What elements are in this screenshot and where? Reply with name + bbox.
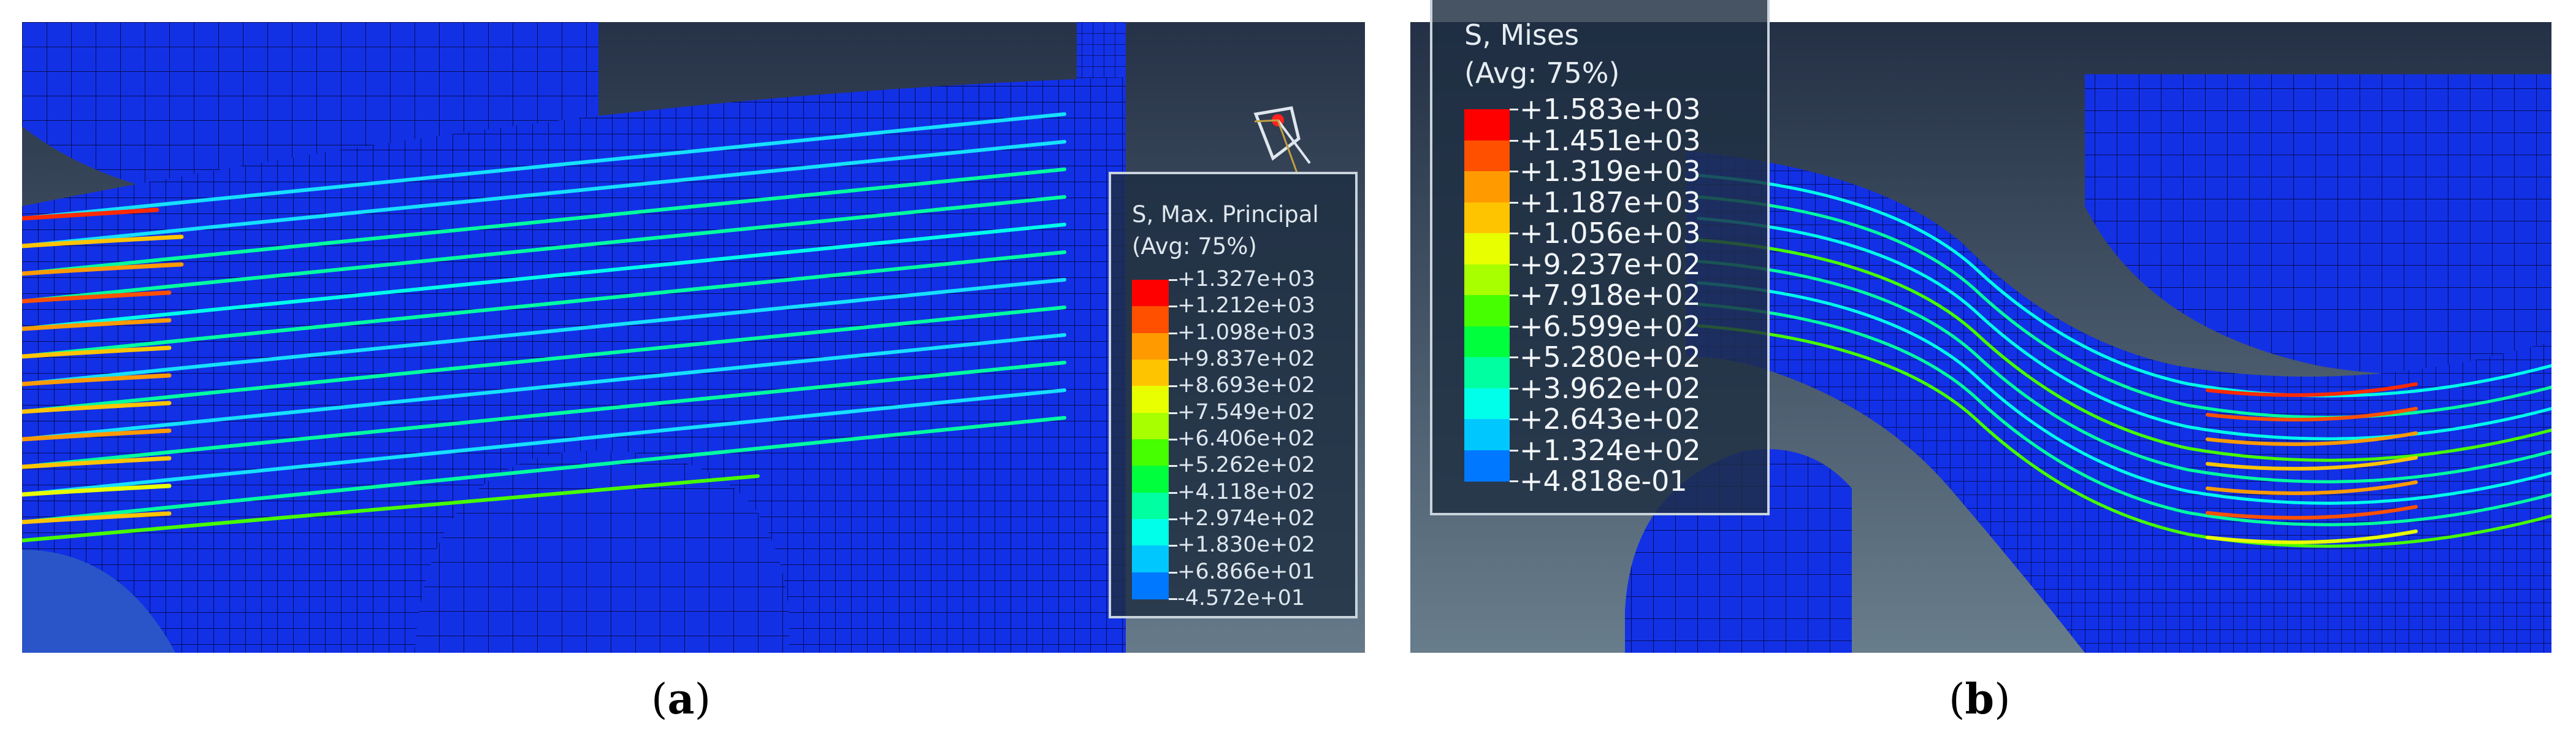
legend-value-label: +1.056e+03 xyxy=(1519,217,1701,250)
legend-value-label: +4.118e+02 xyxy=(1177,479,1315,504)
legend-tick xyxy=(1169,279,1177,281)
legend-tick xyxy=(1169,332,1177,334)
legend-value-label: +6.866e+01 xyxy=(1177,559,1315,584)
legend-value-label: +1.451e+03 xyxy=(1519,123,1701,157)
legend-swatch xyxy=(1132,492,1169,520)
legend-value-label: +1.212e+03 xyxy=(1177,293,1315,318)
legend-tick xyxy=(1169,491,1177,494)
legend-title-b: S, Mises xyxy=(1464,18,1580,52)
caption-b: (b) xyxy=(1949,675,2011,724)
legend-swatch xyxy=(1464,202,1510,234)
legend-swatch xyxy=(1132,412,1169,440)
legend-tick xyxy=(1169,571,1177,574)
legend-swatch xyxy=(1464,171,1510,203)
legend-tick xyxy=(1169,598,1177,600)
legend-swatch xyxy=(1464,450,1510,482)
color-bar-b xyxy=(1464,109,1510,482)
legend-swatch xyxy=(1464,264,1510,296)
legend-swatch xyxy=(1464,233,1510,265)
legend-value-label: +1.830e+02 xyxy=(1177,533,1315,558)
legend-value-label: +4.818e-01 xyxy=(1519,464,1687,498)
legend-value-label: +1.327e+03 xyxy=(1177,267,1315,291)
legend-value-label: +1.324e+02 xyxy=(1519,433,1701,467)
legend-swatch xyxy=(1132,333,1169,360)
legend-value-label: +2.643e+02 xyxy=(1519,402,1701,436)
legend-tick xyxy=(1510,356,1518,358)
legend-swatch xyxy=(1464,140,1510,172)
legend-value-label: +8.693e+02 xyxy=(1177,373,1315,398)
legend-swatch xyxy=(1132,466,1169,493)
legend-swatch xyxy=(1132,439,1169,467)
legend-tick xyxy=(1169,385,1177,388)
contour-legend-b: S, Mises (Avg: 75%) +1.583e+03 +1.451e+03… xyxy=(1430,0,1770,515)
legend-value-label: +9.837e+02 xyxy=(1177,347,1315,371)
legend-swatch xyxy=(1132,280,1169,307)
legend-tick xyxy=(1510,418,1518,420)
legend-tick xyxy=(1169,439,1177,440)
legend-value-label: +7.549e+02 xyxy=(1177,399,1315,425)
caption-letter-b: b xyxy=(1965,675,1995,724)
legend-swatch xyxy=(1464,326,1510,358)
legend-tick xyxy=(1169,465,1177,467)
color-bar-a xyxy=(1132,280,1169,599)
legend-value-label: +6.406e+02 xyxy=(1177,426,1315,451)
caption-letter-a: a xyxy=(667,675,695,724)
legend-swatch xyxy=(1464,109,1510,141)
legend-value-label: +1.319e+03 xyxy=(1519,155,1701,188)
legend-tick xyxy=(1510,387,1518,390)
legend-swatch xyxy=(1464,295,1510,327)
legend-swatch xyxy=(1132,519,1169,547)
legend-tick xyxy=(1510,201,1518,204)
contour-legend-a: S, Max. Principal (Avg: 75%) +1.327e+03 +… xyxy=(1109,172,1358,618)
legend-value-label: +7.918e+02 xyxy=(1519,279,1701,312)
legend-tick xyxy=(1510,139,1518,142)
view-triad-icon xyxy=(1253,106,1311,175)
legend-subtitle-b: (Avg: 75%) xyxy=(1464,56,1620,90)
legend-value-label: +5.280e+02 xyxy=(1519,340,1701,374)
legend-value-label: +6.599e+02 xyxy=(1519,309,1701,343)
legend-tick xyxy=(1510,480,1518,482)
legend-swatch xyxy=(1132,386,1169,414)
legend-tick xyxy=(1169,359,1177,361)
legend-tick xyxy=(1510,449,1518,452)
legend-value-label: +1.187e+03 xyxy=(1519,185,1701,219)
legend-swatch xyxy=(1464,419,1510,451)
legend-swatch xyxy=(1132,306,1169,334)
legend-value-label: +2.974e+02 xyxy=(1177,506,1315,531)
legend-swatch xyxy=(1132,360,1169,387)
legend-value-label: +1.098e+03 xyxy=(1177,320,1315,345)
legend-value-label: -4.572e+01 xyxy=(1177,586,1305,610)
legend-title-a: S, Max. Principal xyxy=(1132,201,1319,228)
legend-value-label: +1.583e+03 xyxy=(1519,93,1701,126)
caption-a: (a) xyxy=(651,675,711,724)
legend-tick xyxy=(1510,233,1518,234)
legend-tick xyxy=(1510,325,1518,328)
legend-value-label: +5.262e+02 xyxy=(1177,453,1315,478)
legend-tick xyxy=(1169,545,1177,547)
legend-subtitle-a: (Avg: 75%) xyxy=(1132,233,1257,260)
legend-swatch xyxy=(1132,545,1169,573)
legend-tick xyxy=(1169,412,1177,414)
legend-swatch xyxy=(1464,388,1510,420)
legend-swatch xyxy=(1132,572,1169,599)
legend-tick xyxy=(1169,306,1177,308)
legend-tick xyxy=(1510,171,1518,172)
legend-tick xyxy=(1169,518,1177,520)
legend-value-label: +9.237e+02 xyxy=(1519,247,1701,281)
legend-tick xyxy=(1510,294,1518,296)
legend-value-label: +3.962e+02 xyxy=(1519,371,1701,405)
legend-tick xyxy=(1510,263,1518,266)
legend-swatch xyxy=(1464,357,1510,389)
legend-tick xyxy=(1510,109,1518,110)
